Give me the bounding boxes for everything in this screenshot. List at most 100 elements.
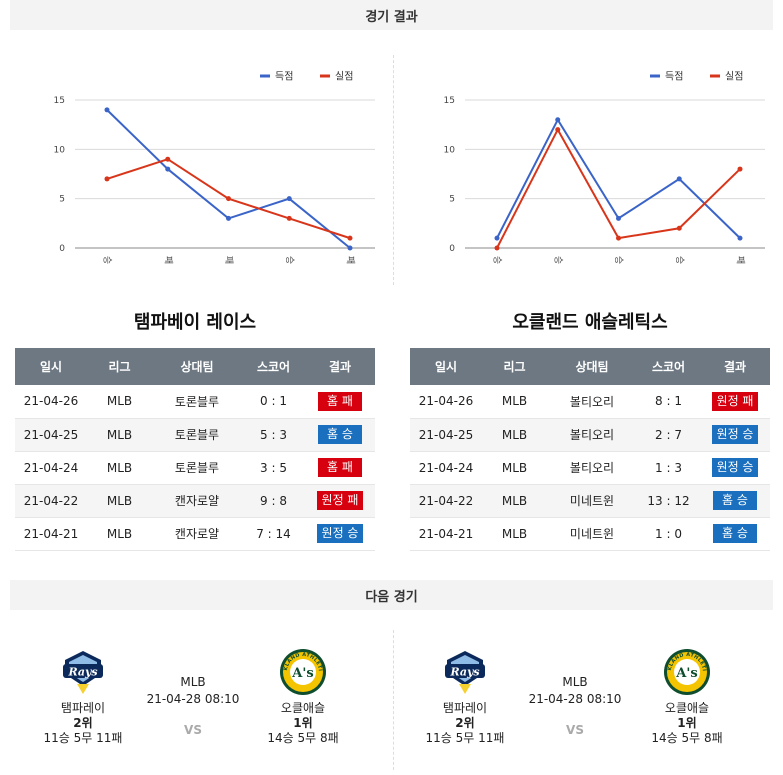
result-badge: 홈 승 (713, 491, 757, 510)
cell-result: 홈 승 (700, 517, 770, 551)
data-point-score (676, 176, 682, 182)
rays-logo-icon: Rays (445, 651, 485, 694)
x-tick-label: 승 (613, 256, 624, 264)
svg-text:A's: A's (675, 666, 697, 681)
y-tick-label: 5 (449, 195, 455, 205)
cell-score: 9 : 8 (242, 484, 305, 518)
next-game-divider (393, 630, 394, 770)
data-point-allowed (104, 176, 110, 182)
cell-score: 3 : 5 (242, 451, 305, 485)
table-row: 21-04-26 MLB 볼티오리 8 : 1 원정 패 (410, 385, 770, 419)
result-badge: 홈 승 (318, 425, 362, 444)
vs-label: VS (566, 723, 584, 737)
cell-date: 21-04-24 (15, 451, 87, 485)
cell-league: MLB (482, 385, 547, 419)
cell-opponent: 볼티오리 (547, 451, 637, 485)
col-header-score: 스코어 (242, 348, 305, 385)
away-team-name: 오클애슬 (280, 701, 326, 715)
table-row: 21-04-21 MLB 미네트윈 1 : 0 홈 승 (410, 517, 770, 551)
game-info: MLB 21-04-28 08:10 (515, 674, 635, 708)
cell-result: 원정 승 (700, 451, 770, 485)
x-tick-label: 승 (102, 256, 113, 264)
data-point-allowed (555, 127, 561, 133)
cell-result: 원정 승 (700, 418, 770, 452)
x-tick-label: 패 (162, 256, 173, 264)
col-header-date: 일시 (15, 348, 87, 385)
cell-result: 홈 패 (305, 385, 375, 419)
y-tick-label: 0 (449, 244, 455, 254)
athletics-logo-icon: A's OAKLAND ATHLETICS (663, 648, 710, 695)
x-tick-label: 승 (674, 256, 685, 264)
data-point-score (286, 196, 292, 202)
table-row: 21-04-25 MLB 토론블루 5 : 3 홈 승 (15, 418, 375, 452)
result-badge: 홈 패 (318, 458, 362, 477)
cell-league: MLB (482, 451, 547, 485)
home-team-record: 11승 5무 11패 (425, 731, 505, 745)
cell-date: 21-04-21 (410, 517, 482, 551)
data-point-allowed (347, 235, 353, 241)
table-header-row: 일시 리그 상대팀 스코어 결과 (15, 348, 375, 385)
x-tick-label: 승 (284, 256, 295, 264)
table-header-row: 일시 리그 상대팀 스코어 결과 (410, 348, 770, 385)
y-tick-label: 15 (54, 96, 65, 106)
cell-league: MLB (87, 418, 152, 452)
home-team: Rays 탬파레이 2위 11승 5무 11패 (410, 648, 520, 745)
data-point-allowed (737, 166, 743, 172)
result-badge: 원정 패 (316, 491, 364, 510)
cell-opponent: 미네트윈 (547, 484, 637, 518)
cell-result: 원정 패 (305, 484, 375, 518)
cell-result: 홈 승 (700, 484, 770, 518)
table-row: 21-04-22 MLB 캔자로얄 9 : 8 원정 패 (15, 484, 375, 518)
x-tick-label: 패 (223, 256, 234, 264)
data-point-score (226, 215, 231, 221)
cell-score: 8 : 1 (637, 385, 700, 419)
cell-date: 21-04-24 (410, 451, 482, 485)
legend-label: 실점 (335, 71, 353, 83)
cell-score: 2 : 7 (637, 418, 700, 452)
cell-opponent: 토론블루 (152, 451, 242, 485)
game-datetime: 21-04-28 08:10 (528, 692, 622, 706)
table-row: 21-04-22 MLB 미네트윈 13 : 12 홈 승 (410, 484, 770, 518)
cell-league: MLB (482, 517, 547, 551)
y-tick-label: 15 (444, 96, 455, 106)
cell-opponent: 캔자로얄 (152, 517, 242, 551)
cell-date: 21-04-25 (15, 418, 87, 452)
cell-score: 1 : 3 (637, 451, 700, 485)
home-team-rank: 2위 (73, 716, 93, 730)
cell-score: 7 : 14 (242, 517, 305, 551)
result-badge: 원정 승 (711, 458, 759, 477)
away-team-record: 14승 5무 8패 (267, 731, 339, 745)
line-chart-svg: 0 5 10 15 승 패 패 승 패 득점 실점 (54, 71, 375, 264)
table-row: 21-04-25 MLB 볼티오리 2 : 7 원정 승 (410, 418, 770, 452)
away-team: A's OAKLAND ATHLETICS 오클애슬 1위 14승 5무 8패 (632, 648, 742, 745)
data-point-score (737, 235, 743, 241)
data-point-allowed (494, 245, 500, 251)
next-game-card: Rays 탬파레이 2위 11승 5무 11패 MLB 21-04-28 08:… (10, 630, 380, 760)
y-tick-label: 5 (59, 195, 65, 205)
col-header-opponent: 상대팀 (547, 348, 637, 385)
cell-date: 21-04-22 (410, 484, 482, 518)
svg-text:Rays: Rays (449, 666, 479, 679)
data-point-allowed (226, 196, 231, 202)
cell-score: 0 : 1 (242, 385, 305, 419)
y-tick-label: 10 (444, 145, 456, 155)
team1-title: 탬파베이 레이스 (133, 312, 257, 333)
cell-opponent: 토론블루 (152, 418, 242, 452)
away-team-record: 14승 5무 8패 (651, 731, 723, 745)
svg-text:A's: A's (291, 666, 313, 681)
home-team-name: 탬파레이 (442, 701, 488, 715)
data-point-score (555, 117, 561, 123)
cell-league: MLB (87, 451, 152, 485)
cell-date: 21-04-21 (15, 517, 87, 551)
cell-score: 1 : 0 (637, 517, 700, 551)
y-tick-label: 10 (54, 145, 66, 155)
x-tick-label: 패 (735, 256, 746, 264)
col-header-league: 리그 (482, 348, 547, 385)
legend-label: 실점 (725, 71, 743, 83)
team2-title: 오클랜드 애슬레틱스 (512, 312, 668, 333)
legend-label: 득점 (275, 71, 293, 83)
cell-league: MLB (87, 517, 152, 551)
cell-score: 5 : 3 (242, 418, 305, 452)
cell-opponent: 캔자로얄 (152, 484, 242, 518)
